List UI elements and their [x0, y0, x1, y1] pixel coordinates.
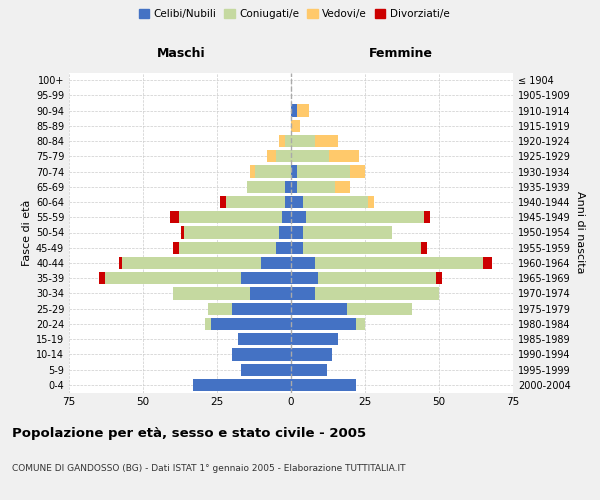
- Bar: [291, 272, 317, 284]
- Bar: [303, 242, 421, 254]
- Bar: [104, 272, 241, 284]
- Bar: [241, 364, 291, 376]
- Bar: [291, 302, 347, 315]
- Bar: [291, 242, 303, 254]
- Bar: [291, 166, 297, 177]
- Bar: [211, 318, 291, 330]
- Bar: [368, 196, 374, 208]
- Y-axis label: Anni di nascita: Anni di nascita: [575, 191, 585, 274]
- Bar: [268, 150, 276, 162]
- Bar: [329, 150, 359, 162]
- Bar: [250, 166, 256, 177]
- Bar: [436, 272, 442, 284]
- Bar: [285, 196, 291, 208]
- Bar: [279, 226, 291, 238]
- Bar: [285, 135, 291, 147]
- Text: COMUNE DI GANDOSSO (BG) - Dati ISTAT 1° gennaio 2005 - Elaborazione TUTTITALIA.I: COMUNE DI GANDOSSO (BG) - Dati ISTAT 1° …: [12, 464, 406, 473]
- Bar: [356, 318, 365, 330]
- Bar: [181, 226, 184, 238]
- Bar: [179, 211, 282, 224]
- Bar: [314, 288, 439, 300]
- Bar: [122, 257, 262, 269]
- Bar: [279, 135, 285, 147]
- Bar: [256, 166, 291, 177]
- Bar: [306, 211, 424, 224]
- Bar: [179, 242, 276, 254]
- Bar: [291, 120, 300, 132]
- Bar: [291, 379, 356, 391]
- Bar: [285, 180, 291, 193]
- Bar: [303, 196, 368, 208]
- Bar: [247, 180, 285, 193]
- Bar: [291, 104, 297, 117]
- Bar: [291, 211, 306, 224]
- Bar: [282, 211, 291, 224]
- Bar: [220, 196, 226, 208]
- Bar: [262, 257, 291, 269]
- Bar: [335, 180, 350, 193]
- Bar: [421, 242, 427, 254]
- Bar: [297, 166, 350, 177]
- Text: Popolazione per età, sesso e stato civile - 2005: Popolazione per età, sesso e stato civil…: [12, 428, 366, 440]
- Bar: [303, 226, 392, 238]
- Bar: [276, 150, 291, 162]
- Bar: [297, 180, 335, 193]
- Bar: [291, 257, 314, 269]
- Bar: [424, 211, 430, 224]
- Bar: [291, 288, 314, 300]
- Bar: [291, 348, 332, 360]
- Bar: [291, 135, 314, 147]
- Bar: [291, 150, 329, 162]
- Bar: [226, 196, 285, 208]
- Bar: [238, 333, 291, 345]
- Bar: [291, 364, 326, 376]
- Bar: [291, 333, 338, 345]
- Y-axis label: Fasce di età: Fasce di età: [22, 200, 32, 266]
- Bar: [98, 272, 104, 284]
- Bar: [232, 302, 291, 315]
- Bar: [291, 226, 303, 238]
- Bar: [347, 302, 412, 315]
- Bar: [276, 242, 291, 254]
- Bar: [193, 379, 291, 391]
- Bar: [291, 196, 303, 208]
- Text: Femmine: Femmine: [368, 48, 433, 60]
- Bar: [173, 288, 250, 300]
- Bar: [291, 318, 356, 330]
- Text: Maschi: Maschi: [157, 48, 206, 60]
- Bar: [119, 257, 122, 269]
- Bar: [250, 288, 291, 300]
- Bar: [170, 211, 179, 224]
- Legend: Celibi/Nubili, Coniugati/e, Vedovi/e, Divorziati/e: Celibi/Nubili, Coniugati/e, Vedovi/e, Di…: [134, 5, 454, 24]
- Bar: [317, 272, 436, 284]
- Bar: [291, 180, 297, 193]
- Bar: [184, 226, 279, 238]
- Bar: [314, 135, 338, 147]
- Bar: [297, 104, 309, 117]
- Bar: [484, 257, 492, 269]
- Bar: [205, 318, 211, 330]
- Bar: [314, 257, 484, 269]
- Bar: [208, 302, 232, 315]
- Bar: [241, 272, 291, 284]
- Bar: [232, 348, 291, 360]
- Bar: [173, 242, 179, 254]
- Bar: [350, 166, 365, 177]
